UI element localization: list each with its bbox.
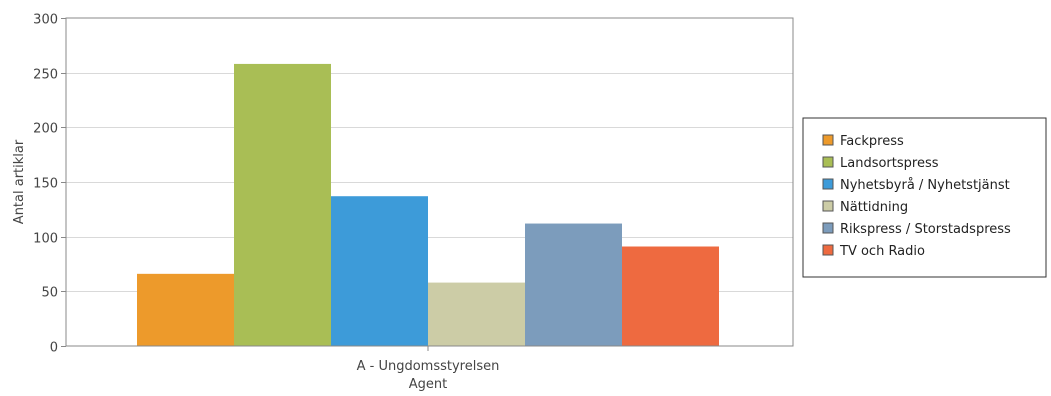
x-axis-label: Agent bbox=[409, 377, 447, 392]
bar-4 bbox=[428, 282, 525, 346]
y-tick-label: 0 bbox=[50, 341, 58, 356]
legend-swatch bbox=[822, 156, 834, 168]
legend-label: Nättidning bbox=[840, 200, 908, 215]
y-tick-label: 200 bbox=[33, 122, 58, 137]
legend-swatch bbox=[822, 222, 834, 234]
y-axis-ticks: 0 50 100 150 200 250 300 bbox=[33, 13, 66, 356]
y-tick-label: 250 bbox=[33, 68, 58, 83]
legend-swatch bbox=[822, 244, 834, 256]
legend-swatch bbox=[822, 178, 834, 190]
legend-label: Rikspress / Storstadspress bbox=[840, 222, 1011, 237]
legend-items: Fackpress Landsortspress Nyhetsbyrå / Nyhe… bbox=[822, 134, 1011, 259]
bar-6 bbox=[622, 246, 719, 346]
y-tick-label: 50 bbox=[41, 286, 58, 301]
legend-swatch bbox=[822, 200, 834, 212]
legend-label: Landsortspress bbox=[840, 156, 939, 171]
y-tick-label: 150 bbox=[33, 177, 58, 192]
legend-frame bbox=[802, 117, 1047, 278]
x-axis-ticks: A - Ungdomsstyrelsen bbox=[357, 346, 500, 374]
bars bbox=[137, 63, 719, 347]
bar-1 bbox=[137, 273, 234, 346]
legend: Fackpress Landsortspress Nyhetsbyrå / Nyhe… bbox=[802, 117, 1047, 278]
bar-5 bbox=[525, 223, 622, 346]
bar-3 bbox=[331, 196, 428, 346]
legend-swatch bbox=[822, 134, 834, 146]
legend-label: Nyhetsbyrå / Nyhetstjänst bbox=[840, 178, 1010, 193]
y-tick-label: 300 bbox=[33, 13, 58, 28]
legend-label: Fackpress bbox=[840, 134, 904, 149]
bar-2 bbox=[234, 63, 331, 347]
x-tick-label: A - Ungdomsstyrelsen bbox=[357, 359, 500, 374]
y-axis-label: Antal artiklar bbox=[12, 139, 27, 224]
y-tick-label: 100 bbox=[33, 232, 58, 247]
legend-label: TV och Radio bbox=[839, 244, 925, 259]
